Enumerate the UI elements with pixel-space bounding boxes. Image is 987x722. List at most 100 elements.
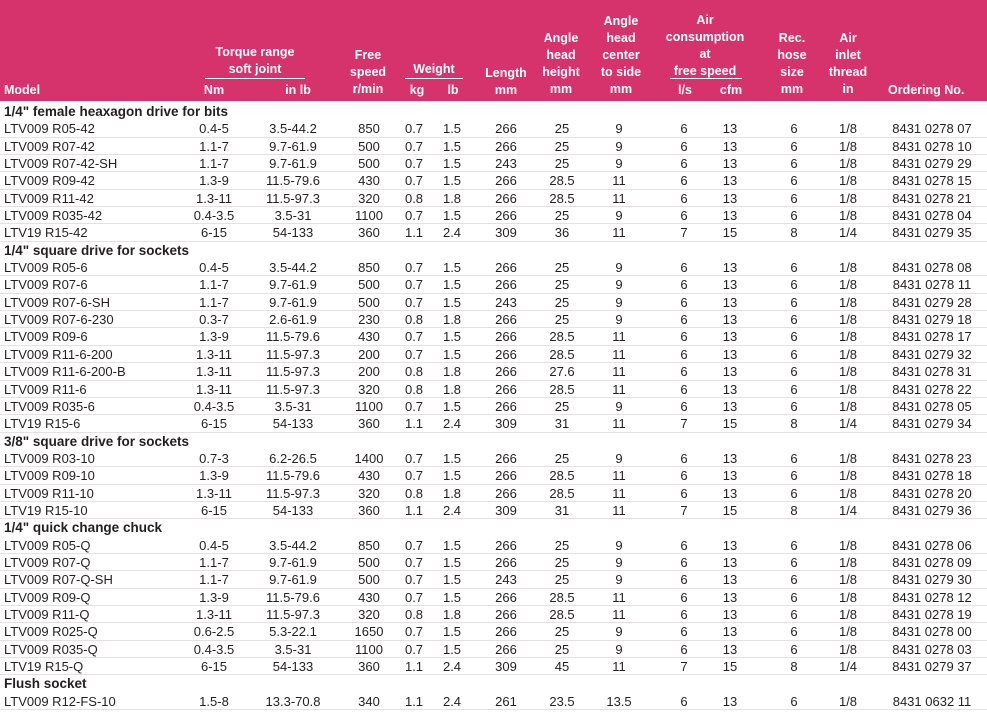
cell-inlet-thread: 1/4	[838, 659, 858, 674]
cell-length: 266	[495, 208, 517, 224]
cell-hose-size: 6	[790, 572, 798, 588]
cell-weight-lb: 1.5	[442, 138, 462, 154]
cell-inlet-thread: 1/8	[838, 468, 858, 484]
cell-angle-center: 9	[615, 572, 623, 588]
cell-torque-nm: 1.3-9	[199, 468, 229, 484]
table-row: LTV009 R11-10 1.3-11 11.5-97.3 320 0.8 1.8 266…	[0, 485, 987, 502]
cell-angle-center: 11	[612, 173, 626, 189]
cell-ordering-no: 8431 0278 18	[892, 468, 972, 484]
cell-weight-lb: 1.5	[442, 277, 462, 293]
cell-torque-nm: 1.1-7	[199, 138, 229, 154]
cell-weight-lb: 2.4	[442, 693, 462, 709]
cell-inlet-thread: 1/8	[838, 364, 858, 380]
cell-torque-nm: 0.6-2.5	[193, 624, 235, 640]
cell-length: 266	[495, 346, 517, 362]
cell-torque-nm: 1.3-11	[196, 606, 232, 622]
cell-air-ls: 6	[680, 398, 688, 414]
cell-ordering-no: 8431 0278 04	[892, 208, 972, 224]
cell-angle-height: 28.5	[549, 606, 575, 622]
cell-angle-center: 9	[615, 156, 623, 172]
cell-length: 266	[495, 485, 517, 501]
cell-air-cfm: 13	[722, 589, 738, 605]
cell-air-ls: 6	[680, 260, 688, 276]
cell-length: 266	[495, 121, 517, 137]
cell-model: LTV19 R15-Q	[4, 659, 84, 674]
cell-free-speed: 430	[358, 468, 380, 484]
cell-free-speed: 500	[358, 572, 380, 588]
cell-air-cfm: 13	[722, 121, 738, 137]
cell-angle-center: 9	[615, 121, 623, 137]
cell-angle-height: 25	[554, 450, 570, 466]
cell-air-cfm: 13	[722, 624, 738, 640]
cell-hose-size: 6	[790, 312, 798, 328]
cell-free-speed: 320	[358, 190, 380, 206]
cell-weight-kg: 0.7	[404, 156, 424, 172]
table-row: LTV009 R035-42 0.4-3.5 3.5-31 1100 0.7 1.5 266…	[0, 207, 987, 225]
cell-ordering-no: 8431 0278 05	[892, 398, 972, 414]
cell-angle-height: 28.5	[549, 589, 575, 605]
cell-weight-kg: 0.8	[404, 485, 424, 501]
cell-torque-inlb: 11.5-79.6	[266, 329, 320, 345]
cell-inlet-thread: 1/8	[838, 277, 858, 293]
table-row: LTV009 R07-Q-SH 1.1-7 9.7-61.9 500 0.7 1.5 243…	[0, 571, 987, 589]
cell-air-ls: 6	[680, 173, 688, 189]
cell-free-speed: 850	[358, 537, 380, 553]
cell-weight-kg: 0.7	[404, 641, 424, 657]
cell-weight-kg: 1.1	[404, 225, 424, 241]
table-row: LTV009 R09-Q 1.3-9 11.5-79.6 430 0.7 1.5 266 28…	[0, 589, 987, 606]
cell-weight-kg: 0.8	[404, 381, 424, 397]
header-inlb: in lb	[285, 83, 311, 97]
cell-weight-lb: 1.5	[442, 641, 462, 657]
cell-weight-lb: 1.5	[442, 208, 462, 224]
cell-hose-size: 6	[790, 589, 798, 605]
cell-angle-height: 28.5	[549, 173, 575, 189]
cell-air-ls: 6	[680, 138, 688, 154]
cell-torque-inlb: 5.3-22.1	[269, 624, 317, 640]
cell-weight-kg: 0.7	[404, 173, 424, 189]
cell-ordering-no: 8431 0279 37	[892, 659, 972, 674]
cell-ordering-no: 8431 0279 36	[892, 502, 972, 518]
cell-inlet-thread: 1/8	[838, 693, 858, 709]
table-row: LTV009 R035-Q 0.4-3.5 3.5-31 1100 0.7 1.5 266 2…	[0, 641, 987, 658]
table-row: LTV19 R15-42 6-15 54-133 360 1.1 2.4 309 36 11 7 1…	[0, 224, 987, 242]
cell-inlet-thread: 1/8	[838, 208, 858, 224]
cell-weight-kg: 0.7	[404, 260, 424, 276]
section-title: Flush socket	[4, 676, 87, 692]
cell-angle-center: 9	[615, 641, 623, 657]
cell-free-speed: 500	[358, 156, 380, 172]
cell-weight-lb: 1.5	[442, 589, 462, 605]
cell-air-cfm: 13	[722, 138, 738, 154]
cell-air-cfm: 13	[722, 693, 738, 709]
cell-ordering-no: 8431 0279 28	[892, 294, 972, 310]
header-nm: Nm	[203, 83, 225, 97]
cell-air-cfm: 15	[722, 659, 738, 674]
cell-angle-height: 36	[554, 225, 570, 241]
cell-angle-height: 25	[554, 624, 570, 640]
cell-air-cfm: 13	[722, 173, 738, 189]
cell-torque-nm: 0.3-7	[199, 312, 229, 328]
header-angle-height: Angle head height mm	[542, 31, 580, 96]
cell-inlet-thread: 1/4	[838, 225, 858, 241]
cell-air-cfm: 13	[722, 398, 738, 414]
table-row: LTV009 R11-6-200-B 1.3-11 11.5-97.3 200 0.8 1…	[0, 363, 987, 381]
table-row: LTV009 R05-6 0.4-5 3.5-44.2 850 0.7 1.5 266 25 9…	[0, 259, 987, 277]
cell-length: 266	[495, 624, 517, 640]
header-weight: Weight	[413, 62, 455, 76]
cell-angle-center: 11	[612, 190, 626, 206]
cell-model: LTV009 R05-Q	[4, 537, 91, 553]
cell-hose-size: 8	[790, 225, 798, 241]
cell-torque-inlb: 3.5-31	[274, 208, 312, 224]
cell-angle-center: 9	[615, 398, 623, 414]
cell-weight-kg: 0.7	[404, 208, 424, 224]
cell-torque-nm: 6-15	[200, 659, 228, 674]
cell-torque-nm: 0.7-3	[199, 450, 229, 466]
cell-torque-inlb: 9.7-61.9	[269, 138, 317, 154]
cell-weight-kg: 0.7	[404, 624, 424, 640]
section-heading: 3/8" square drive for sockets	[0, 433, 987, 450]
cell-torque-nm: 1.3-9	[199, 173, 229, 189]
header-angle-center: Angle head center to side mm	[600, 14, 642, 96]
table-row: LTV009 R05-Q 0.4-5 3.5-44.2 850 0.7 1.5 266 25 9…	[0, 537, 987, 554]
cell-free-speed: 230	[358, 312, 380, 328]
cell-torque-inlb: 11.5-97.3	[266, 364, 320, 380]
cell-torque-nm: 1.3-11	[196, 346, 232, 362]
